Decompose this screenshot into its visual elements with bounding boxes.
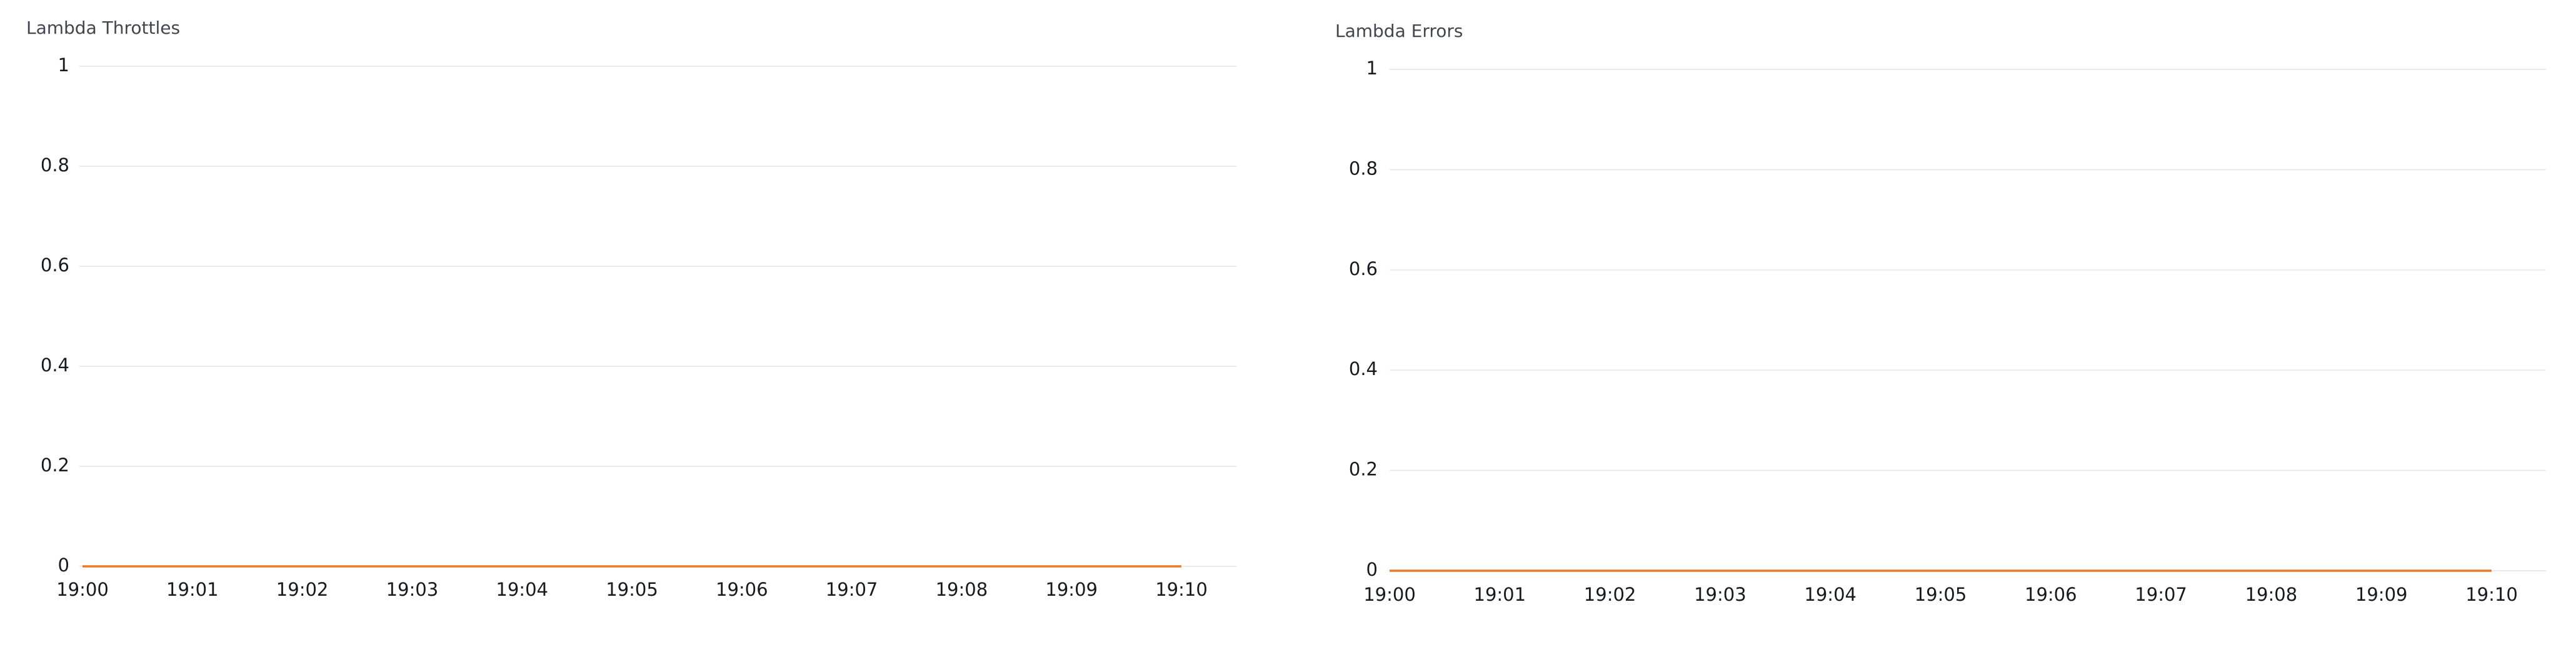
y-tick-label: 0.2 <box>41 454 69 476</box>
x-tick-label: 19:04 <box>1804 584 1857 605</box>
chart-title: Lambda Throttles <box>26 18 180 38</box>
y-tick-label: 0 <box>58 554 69 576</box>
y-tick-label: 0.2 <box>1349 459 1378 480</box>
y-tick-label: 0.8 <box>41 154 69 176</box>
x-tick-label: 19:00 <box>1363 584 1416 605</box>
x-tick-label: 19:09 <box>1045 579 1098 600</box>
x-tick-label: 19:02 <box>276 579 329 600</box>
x-tick-label: 19:05 <box>606 579 658 600</box>
x-tick-label: 19:05 <box>1915 584 1967 605</box>
y-tick-label: 0.8 <box>1349 158 1378 179</box>
y-tick-label: 0 <box>1366 559 1378 580</box>
x-tick-label: 19:01 <box>1474 584 1526 605</box>
y-tick-label: 1 <box>1366 58 1378 79</box>
x-tick-label: 19:00 <box>56 579 109 600</box>
x-tick-label: 19:02 <box>1584 584 1636 605</box>
y-tick-label: 0.6 <box>1349 258 1378 279</box>
x-tick-label: 19:04 <box>496 579 548 600</box>
y-tick-label: 0.4 <box>41 354 69 376</box>
x-tick-label: 19:07 <box>826 579 878 600</box>
x-tick-label: 19:03 <box>386 579 439 600</box>
x-tick-label: 19:03 <box>1694 584 1747 605</box>
y-tick-label: 1 <box>58 54 69 76</box>
x-tick-label: 19:07 <box>2135 584 2187 605</box>
x-tick-label: 19:08 <box>2245 584 2298 605</box>
y-tick-label: 0.6 <box>41 254 69 276</box>
x-tick-label: 19:09 <box>2355 584 2408 605</box>
x-tick-label: 19:01 <box>166 579 219 600</box>
x-tick-label: 19:06 <box>2025 584 2077 605</box>
x-tick-label: 19:10 <box>1155 579 1208 600</box>
x-tick-label: 19:10 <box>2465 584 2518 605</box>
y-tick-label: 0.4 <box>1349 358 1378 379</box>
x-tick-label: 19:08 <box>936 579 988 600</box>
x-tick-label: 19:06 <box>716 579 768 600</box>
chart-title: Lambda Errors <box>1335 21 1463 41</box>
